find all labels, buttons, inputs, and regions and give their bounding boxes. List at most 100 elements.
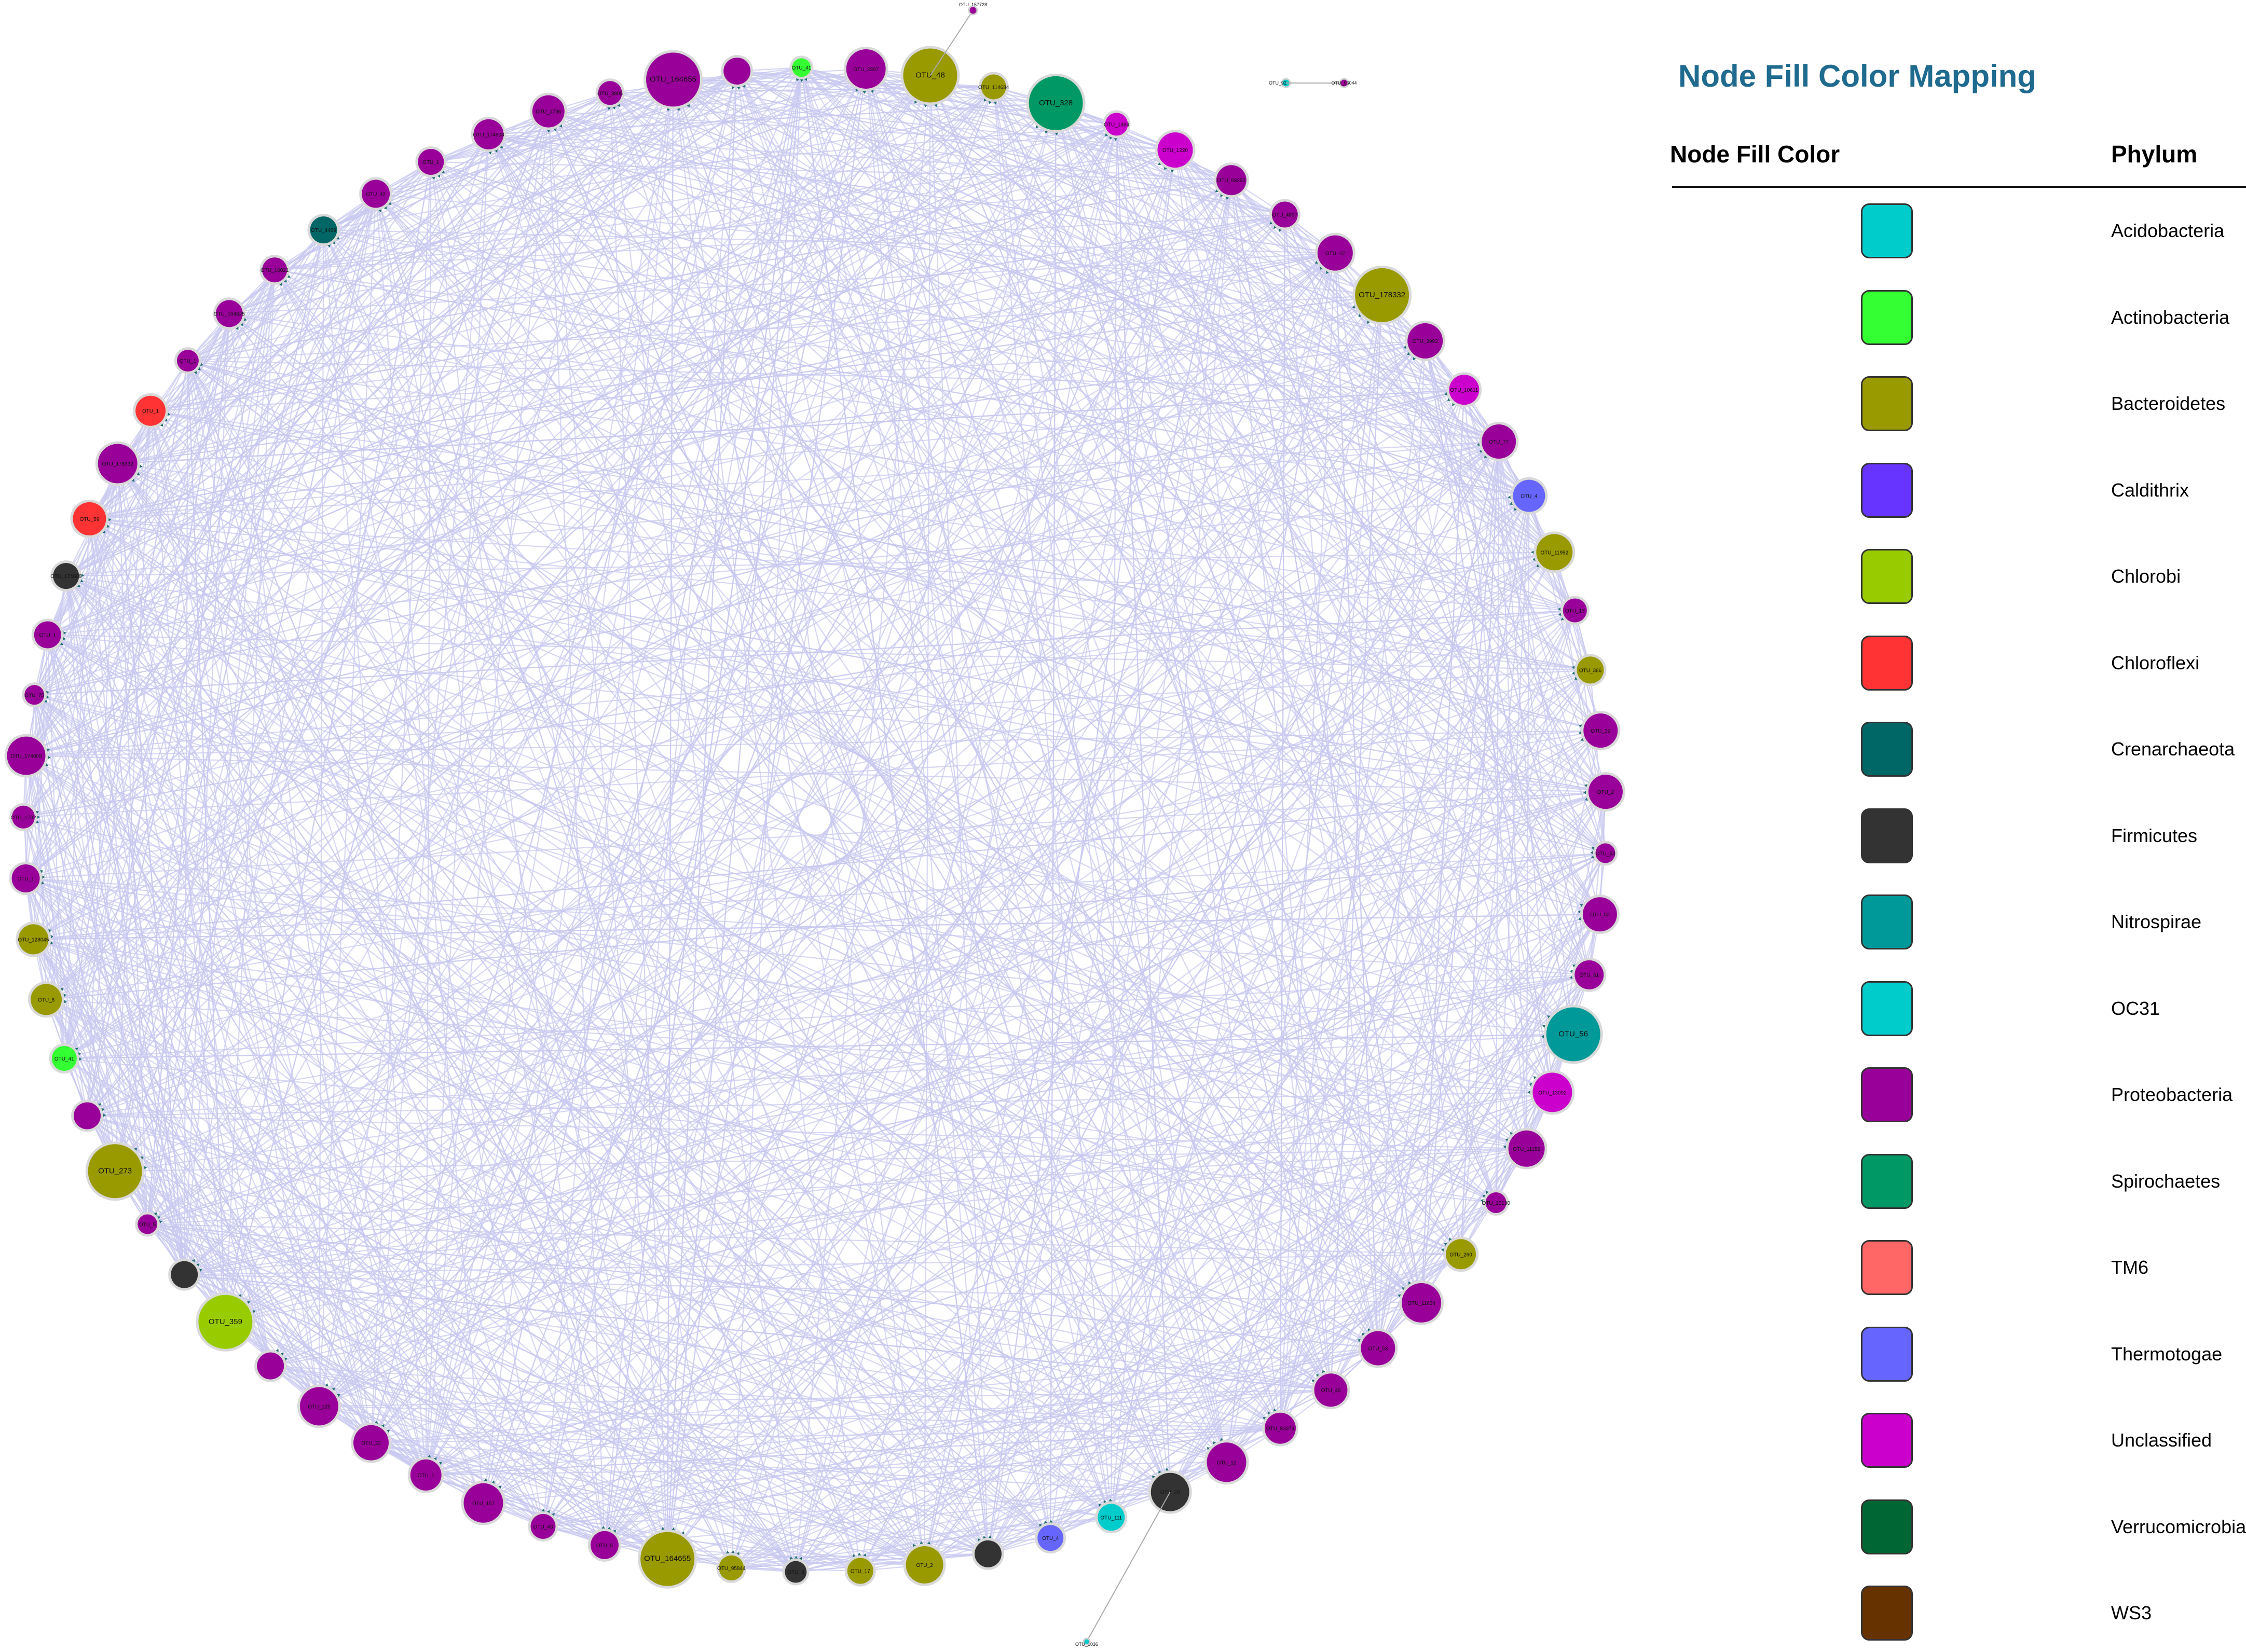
network-node[interactable]: OTU_1: [9, 862, 45, 895]
network-node[interactable]: OTU_93073: [1262, 1408, 1298, 1447]
network-edge: [47, 634, 1051, 1539]
network-edge: [147, 791, 1606, 1225]
network-node[interactable]: [168, 1258, 202, 1291]
network-node[interactable]: OTU_4837: [1269, 199, 1300, 232]
network-node[interactable]: OTU_1: [407, 1454, 444, 1493]
network-node[interactable]: OTU_56: [1541, 1004, 1603, 1064]
network-node[interactable]: OTU_17: [844, 1552, 876, 1587]
network-node[interactable]: OTU_1: [133, 393, 171, 429]
network-node[interactable]: OTU_4469: [307, 214, 340, 247]
network-node[interactable]: OTU_1: [31, 618, 66, 651]
network-node[interactable]: [972, 1535, 1004, 1570]
network-node[interactable]: OTU_1: [415, 146, 447, 180]
outlier-node[interactable]: OTU_157728: [929, 2, 988, 76]
network-node[interactable]: OTU_54: [1590, 841, 1618, 866]
network-edge: [1463, 389, 1600, 915]
network-node[interactable]: OTU_1220: [1155, 130, 1196, 173]
network-node[interactable]: OTU_3993: [1403, 321, 1446, 361]
network-edge: [1050, 1254, 1461, 1539]
node-circle: [51, 1046, 77, 1071]
network-node[interactable]: OTU_13: [1557, 596, 1590, 625]
network-node[interactable]: OTU_273: [85, 1141, 147, 1201]
network-node[interactable]: OTU_128045: [16, 921, 53, 957]
network-node[interactable]: OTU_114684: [978, 72, 1009, 105]
outlier-node[interactable]: OTU_1036: [1075, 1492, 1171, 1647]
network-edge: [229, 313, 1529, 497]
network-node[interactable]: OTU_328: [1026, 73, 1086, 135]
network-node[interactable]: OTU_75: [22, 682, 49, 708]
node-circle: [1563, 598, 1587, 623]
edge-arrowhead: [862, 90, 867, 94]
network-node[interactable]: OTU_16021: [259, 255, 291, 286]
network-node[interactable]: OTU_22: [351, 1421, 391, 1463]
node-circle: [591, 1531, 619, 1559]
node-circle: [135, 395, 166, 426]
network-node[interactable]: OTU_3: [782, 1555, 810, 1586]
network-edge: [184, 194, 377, 1275]
network-node[interactable]: [254, 1348, 287, 1382]
network-node[interactable]: OTU_386: [1571, 654, 1607, 686]
network-node[interactable]: OTU_13092: [1527, 1070, 1575, 1115]
network-node[interactable]: OTU_2: [1583, 772, 1625, 812]
network-node[interactable]: [721, 55, 754, 90]
network-node[interactable]: OTU_1384: [1102, 110, 1131, 141]
network-node[interactable]: OTU_1: [174, 347, 203, 375]
network-edge: [1226, 295, 1383, 1463]
network-node[interactable]: OTU_46: [1311, 1370, 1350, 1410]
network-node[interactable]: OTU_104525: [213, 297, 247, 330]
network-edge: [1330, 852, 1606, 1391]
network-edge: [1381, 295, 1553, 1093]
network-node[interactable]: OTU_10611: [1444, 372, 1482, 408]
legend-phylum-label: Unclassified: [2111, 1429, 2212, 1451]
network-node[interactable]: OTU_2: [903, 1541, 946, 1587]
network-node[interactable]: OTU_174608: [50, 560, 85, 592]
network-node[interactable]: OTU_174609: [4, 734, 51, 778]
network-edge: [89, 518, 1281, 1429]
network-node[interactable]: OTU_59: [70, 499, 112, 538]
network-node[interactable]: OTU_11634: [1398, 1281, 1444, 1325]
network-node[interactable]: OTU_1736: [529, 92, 567, 133]
network-node[interactable]: OTU_1732: [9, 803, 40, 831]
network-node[interactable]: OTU_4: [1508, 477, 1548, 515]
network-node[interactable]: OTU_77: [1476, 422, 1519, 461]
network-edge: [375, 194, 797, 1572]
network-node[interactable]: OTU_95844: [716, 1550, 747, 1583]
network-node[interactable]: OTU_2397: [843, 47, 888, 94]
outlier-node[interactable]: OTU_96044: [1286, 78, 1357, 88]
network-node[interactable]: OTU_359: [196, 1292, 256, 1352]
network-node[interactable]: OTU_174608: [471, 116, 506, 155]
network-node[interactable]: OTU_41: [789, 56, 814, 82]
network-node[interactable]: [71, 1099, 106, 1132]
network-node[interactable]: OTU_164655: [643, 50, 703, 112]
node-circle: [1361, 1331, 1395, 1366]
network-node[interactable]: OTU_178332: [95, 441, 143, 486]
network-node[interactable]: OTU_93292: [1213, 162, 1249, 200]
network-node[interactable]: OTU_10130: [1481, 1190, 1510, 1216]
network-node[interactable]: OTU_42: [359, 177, 393, 213]
network-node[interactable]: OTU_5: [588, 1526, 621, 1562]
network-node[interactable]: OTU_4: [1035, 1520, 1066, 1554]
network-node[interactable]: OTU_11159: [1503, 1127, 1547, 1169]
network-node[interactable]: OTU_39: [1578, 711, 1621, 751]
node-label: OTU_11952: [1540, 550, 1568, 556]
network-node[interactable]: OTU_178332: [1352, 265, 1412, 325]
network-node[interactable]: OTU_164655: [638, 1527, 697, 1589]
network-edge: [33, 939, 1527, 1149]
network-edge: [150, 68, 867, 411]
network-node[interactable]: OTU_5: [135, 1212, 162, 1237]
network-node[interactable]: OTU_61: [1569, 957, 1607, 992]
network-node[interactable]: OTU_52: [1578, 894, 1620, 934]
network-node[interactable]: OTU_53: [1357, 1328, 1398, 1368]
network-node[interactable]: OTU_12: [1204, 1438, 1249, 1485]
network-node[interactable]: OTU_260: [1441, 1236, 1479, 1272]
network-node[interactable]: OTU_41: [49, 1043, 82, 1073]
network-edge: [1425, 340, 1574, 1035]
network-node[interactable]: OTU_125: [297, 1383, 341, 1428]
network-node[interactable]: OTU_11952: [1531, 531, 1576, 573]
network-node[interactable]: OTU_157: [461, 1478, 506, 1525]
network-node[interactable]: OTU_3805: [595, 78, 625, 111]
network-node[interactable]: OTU_42: [1314, 232, 1355, 274]
network-node[interactable]: OTU_43: [528, 1508, 558, 1541]
network-node[interactable]: OTU_8: [28, 981, 67, 1018]
network-node[interactable]: OTU_111: [1095, 1498, 1128, 1534]
